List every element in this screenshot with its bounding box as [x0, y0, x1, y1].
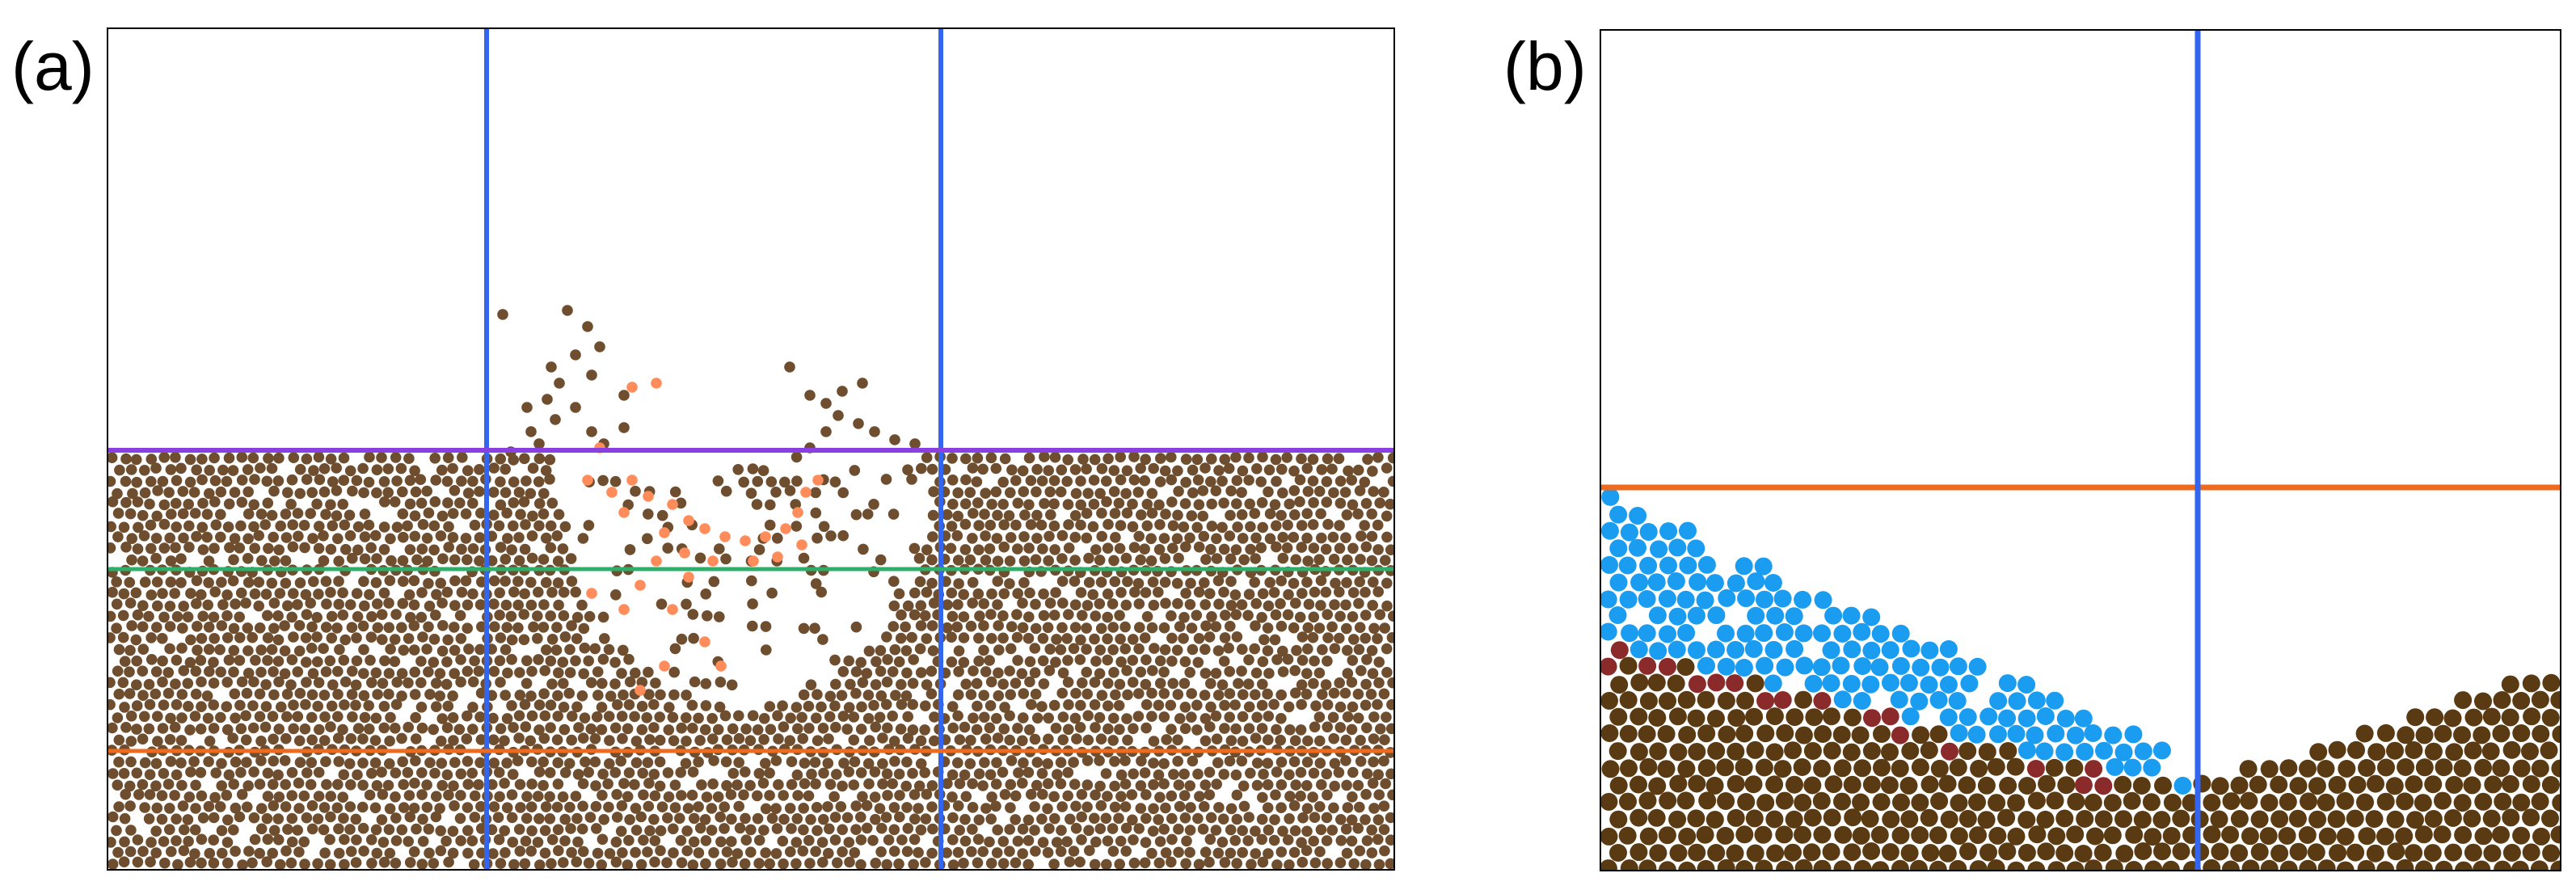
panel-a-crater-simulation: [107, 27, 1395, 871]
panel-b-bed-simulation: [1600, 29, 2561, 871]
panel-b-frame: [1600, 29, 2561, 871]
panel-b-label: (b): [1503, 28, 1587, 104]
panel-a-particles: [107, 305, 1395, 871]
panel-a-ejecta-particles: [582, 378, 824, 696]
panel-b-particles: [1600, 487, 2561, 871]
panel-a-frame: [107, 27, 1395, 871]
panel-a-label: (a): [11, 28, 95, 104]
